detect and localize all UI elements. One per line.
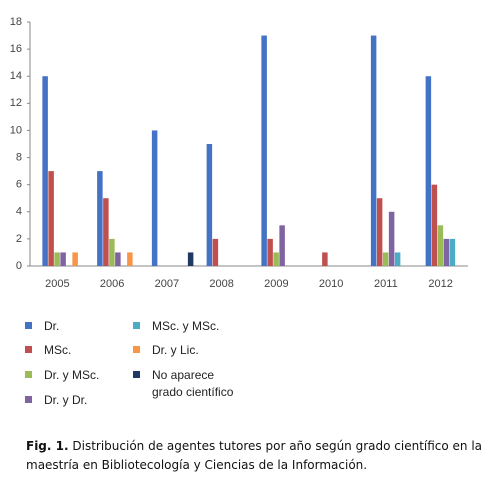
legend-swatch	[25, 396, 32, 403]
y-tick-label: 16	[10, 43, 22, 55]
legend-label: No aparece grado científico	[152, 368, 234, 399]
y-tick-label: 18	[10, 16, 22, 28]
y-tick-label: 10	[10, 124, 22, 136]
legend-item: MSc. y MSc.	[133, 318, 234, 335]
bar	[127, 252, 133, 266]
legend-label: MSc.	[44, 343, 72, 357]
bar	[151, 130, 158, 266]
x-tick-label: 2011	[374, 278, 398, 290]
bar	[431, 184, 438, 266]
x-tick-label: 2009	[264, 278, 288, 290]
y-tick-label: 2	[16, 233, 22, 245]
bar	[370, 35, 377, 266]
legend-swatch	[133, 322, 140, 329]
bar	[267, 238, 273, 266]
bar	[279, 225, 285, 266]
legend-item: Dr. y Lic.	[133, 342, 234, 359]
bar	[187, 252, 194, 266]
y-tick-label: 4	[16, 206, 22, 218]
legend-swatch	[25, 322, 32, 329]
legend-swatch	[133, 346, 140, 353]
bar	[109, 238, 115, 266]
bar	[376, 198, 383, 266]
caption: Fig. 1. Distribución de agentes tutores …	[26, 437, 488, 475]
bar	[206, 144, 213, 266]
bar	[382, 252, 389, 266]
bar	[103, 198, 109, 266]
y-tick-label: 6	[16, 179, 22, 191]
x-tick-label: 2012	[428, 278, 452, 290]
bar	[42, 76, 48, 266]
legend-label: Dr. y MSc.	[44, 368, 100, 382]
legend-label: Dr.	[44, 319, 60, 333]
bar	[261, 35, 267, 266]
bar	[97, 171, 103, 266]
legend-label: MSc. y MSc.	[152, 319, 220, 333]
legend-item: No aparece grado científico	[133, 367, 234, 401]
legend-item: Dr. y Dr.	[25, 392, 126, 409]
legend-swatch	[25, 371, 32, 378]
legend-label: Dr. y Lic.	[152, 343, 199, 357]
x-tick-label: 2005	[45, 278, 69, 290]
bar	[394, 252, 401, 266]
caption-label: Fig. 1.	[26, 439, 69, 453]
legend-item: Dr. y MSc.	[25, 367, 126, 384]
x-tick-label: 2010	[319, 278, 343, 290]
legend-item: Dr.	[25, 318, 126, 335]
bar	[48, 171, 54, 266]
x-tick-label: 2007	[155, 278, 179, 290]
y-tick-label: 12	[10, 97, 22, 109]
bar	[273, 252, 279, 266]
legend-swatch	[133, 371, 140, 378]
y-tick-label: 8	[16, 151, 22, 163]
bar	[425, 76, 432, 266]
y-tick-label: 14	[10, 70, 22, 82]
bar	[437, 225, 444, 266]
chart: 0 2 4 6 8 10 12 14 16 18 2005 2006 2007 2008 2009 2010 2…	[10, 16, 468, 290]
bar	[388, 211, 395, 266]
bar	[212, 238, 219, 266]
bar	[54, 252, 60, 266]
legend-item: MSc.	[25, 342, 126, 359]
x-tick-label: 2006	[100, 278, 124, 290]
bar	[443, 238, 450, 266]
caption-text: Distribución de agentes tutores por año …	[26, 439, 483, 472]
y-tick-label: 0	[16, 260, 22, 272]
legend: Dr. MSc. Dr. y MSc. Dr. y Dr. MSc. y MSc. Dr.…	[25, 318, 234, 409]
bar	[60, 252, 66, 266]
bar	[449, 238, 456, 266]
legend-label: Dr. y Dr.	[44, 393, 88, 407]
bar	[322, 252, 328, 266]
legend-swatch	[25, 346, 32, 353]
bar	[115, 252, 121, 266]
x-tick-label: 2008	[209, 278, 233, 290]
bar	[72, 252, 78, 266]
